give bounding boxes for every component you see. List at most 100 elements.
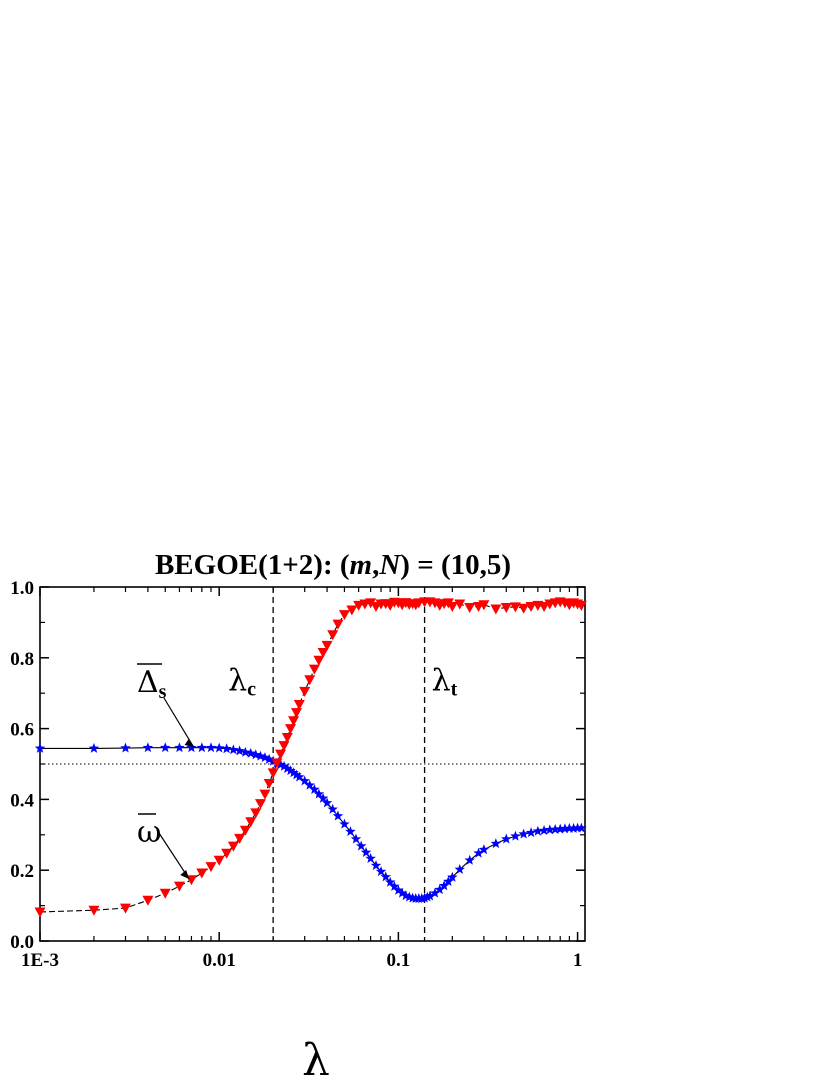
star-marker [464, 854, 475, 865]
triangle-down-marker [446, 601, 458, 612]
triangle-down-marker [221, 848, 233, 859]
triangle-down-marker [267, 768, 279, 779]
triangle-down-marker [478, 600, 490, 611]
triangle-down-marker [275, 749, 287, 760]
series-lines [39, 601, 582, 913]
star-marker [291, 769, 302, 780]
x-tick-label: 1E-3 [21, 950, 59, 971]
star-marker [473, 847, 484, 858]
star-marker [564, 822, 575, 833]
triangle-down-marker [575, 600, 587, 611]
triangle-down-marker [119, 903, 131, 914]
triangle-down-marker [332, 619, 344, 630]
reference-lines: λc λt [40, 587, 585, 941]
star-marker [490, 838, 502, 849]
star-marker [327, 803, 338, 814]
star-marker [174, 742, 185, 753]
y-tick-label: 1.0 [10, 578, 34, 599]
series-markers [34, 597, 587, 918]
star-marker [205, 742, 217, 753]
star-marker [396, 887, 408, 898]
chart-title: BEGOE(1+2): (m,N) = (10,5) [155, 549, 511, 581]
series-triangle-down-line [39, 601, 582, 913]
triangle-down-marker [293, 700, 305, 711]
omega-arrow [156, 829, 190, 880]
star-marker [313, 788, 325, 799]
star-marker [34, 742, 46, 753]
triangle-down-marker [299, 686, 311, 697]
star-marker [549, 823, 561, 834]
triangle-down-marker [250, 808, 262, 819]
triangle-down-marker [525, 601, 537, 612]
star-marker [478, 844, 490, 855]
triangle-down-marker [454, 599, 466, 610]
x-tick-label: 1 [573, 950, 583, 971]
triangle-down-marker [196, 868, 208, 879]
star-marker [345, 826, 356, 837]
star-marker [360, 847, 372, 857]
star-marker [88, 742, 100, 753]
star-marker [434, 884, 445, 895]
star-marker [576, 822, 587, 833]
star-marker [443, 876, 454, 886]
y-tick-label: 0.2 [10, 861, 34, 882]
star-marker [250, 749, 261, 760]
star-marker [186, 742, 197, 753]
triangle-down-marker [353, 600, 365, 611]
triangle-down-marker [285, 724, 297, 735]
star-marker [438, 880, 450, 891]
star-marker [510, 830, 521, 841]
star-marker [160, 742, 171, 753]
delta-s-arrow [163, 697, 195, 748]
star-marker [419, 892, 430, 903]
star-marker [234, 745, 245, 756]
triangle-down-marker [509, 602, 521, 613]
star-marker [454, 863, 465, 874]
triangle-down-marker [234, 833, 246, 844]
triangle-down-marker [34, 907, 46, 918]
triangle-down-marker [213, 855, 225, 866]
star-marker [282, 763, 293, 774]
triangle-down-marker [308, 664, 320, 675]
triangle-down-marker [464, 603, 476, 614]
triangle-down-marker [288, 716, 300, 727]
triangle-down-marker [538, 601, 550, 612]
star-marker [501, 833, 512, 844]
star-marker [294, 771, 305, 782]
triangle-down-marker [88, 905, 100, 916]
star-marker [196, 742, 208, 753]
star-marker [142, 742, 154, 753]
triangle-down-marker [365, 598, 377, 609]
star-marker [228, 744, 239, 755]
triangle-down-marker [205, 862, 217, 873]
triangle-down-marker [313, 655, 325, 666]
star-marker [572, 822, 583, 833]
triangle-down-marker [490, 604, 502, 615]
star-marker [278, 760, 290, 771]
star-marker [525, 827, 537, 838]
triangle-down-marker [281, 732, 293, 743]
star-marker [288, 767, 299, 778]
star-marker [309, 783, 320, 794]
triangle-down-marker [259, 789, 271, 800]
star-marker [518, 828, 529, 839]
lambda-c-label: λc [228, 664, 256, 701]
triangle-down-marker [278, 741, 290, 752]
star-marker [299, 775, 310, 786]
star-marker [538, 825, 550, 835]
y-tick-label: 0.6 [10, 720, 34, 741]
star-marker [447, 871, 458, 882]
star-marker [380, 871, 391, 882]
star-marker [275, 759, 286, 770]
star-marker [375, 866, 387, 877]
star-marker [559, 823, 571, 834]
star-marker [389, 880, 400, 891]
x-tick-label: 0.1 [387, 950, 411, 971]
series-star-line [40, 747, 582, 900]
triangle-down-marker [500, 603, 512, 614]
star-marker [544, 824, 556, 835]
star-marker [370, 860, 382, 871]
triangle-down-marker [254, 799, 266, 810]
triangle-down-marker [159, 888, 171, 899]
